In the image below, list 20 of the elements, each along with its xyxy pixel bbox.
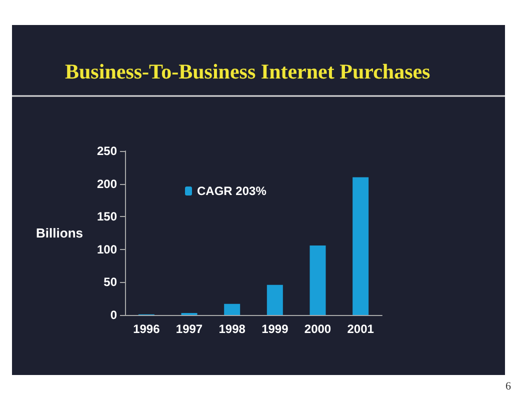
chart-title: Business-To-Business Internet Purchases bbox=[65, 60, 430, 84]
y-tick-label: 50 bbox=[104, 275, 118, 290]
x-tick-label: 1996 bbox=[133, 322, 160, 336]
x-tick-label: 1997 bbox=[176, 322, 203, 336]
bar bbox=[310, 245, 326, 315]
bar bbox=[266, 284, 283, 315]
x-tick-label: 1999 bbox=[262, 322, 289, 336]
legend-label: CAGR 203% bbox=[197, 184, 267, 198]
y-tick-label: 150 bbox=[96, 210, 118, 224]
y-tick-label: 0 bbox=[110, 308, 118, 322]
y-tick-label: 100 bbox=[96, 242, 118, 256]
bar bbox=[352, 177, 369, 315]
x-tick-label: 2001 bbox=[347, 322, 374, 336]
y-tick-label: 200 bbox=[96, 176, 118, 191]
x-tick-label: 2000 bbox=[304, 322, 332, 336]
bar bbox=[224, 304, 240, 315]
x-tick-label: 1998 bbox=[218, 322, 246, 336]
text: 6 bbox=[506, 380, 512, 392]
y-tick-label: 250 bbox=[96, 144, 118, 158]
y-axis-title: Billions bbox=[36, 226, 83, 240]
